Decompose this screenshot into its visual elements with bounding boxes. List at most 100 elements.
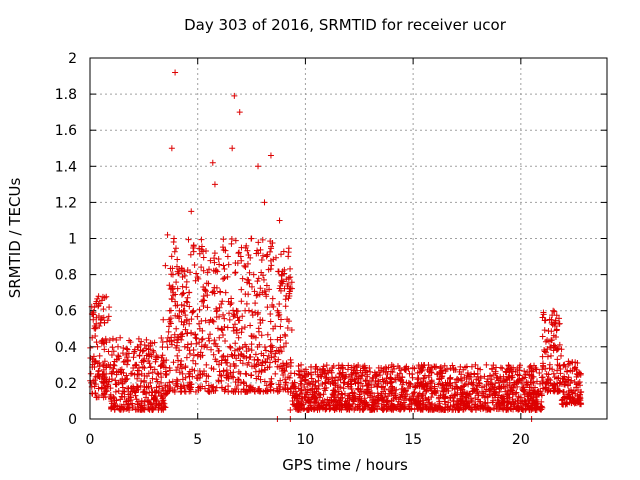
data-point <box>97 316 104 323</box>
data-point <box>558 397 565 404</box>
data-point <box>534 393 541 400</box>
data-point <box>174 256 181 263</box>
data-point <box>306 380 313 387</box>
data-point <box>219 332 226 339</box>
data-point <box>105 313 112 320</box>
data-point <box>358 388 365 395</box>
data-point <box>565 361 572 368</box>
data-point <box>147 363 154 370</box>
data-point <box>514 365 521 372</box>
data-point <box>220 368 227 375</box>
data-point <box>94 295 101 302</box>
data-point <box>283 379 290 386</box>
data-point <box>288 327 295 334</box>
data-point <box>141 384 148 391</box>
data-point <box>567 367 574 374</box>
data-point <box>349 394 356 401</box>
x-axis-label: GPS time / hours <box>282 456 408 474</box>
data-point <box>96 352 103 359</box>
data-point <box>224 371 231 378</box>
data-point <box>270 325 277 332</box>
data-point <box>264 356 271 363</box>
data-point <box>186 303 193 310</box>
data-point <box>285 318 292 325</box>
data-point <box>355 379 362 386</box>
data-point <box>375 392 382 399</box>
data-point <box>267 318 274 325</box>
data-point <box>535 388 542 395</box>
data-point <box>172 291 179 298</box>
data-point <box>282 376 289 383</box>
data-point <box>377 372 384 379</box>
data-point <box>222 247 229 254</box>
data-point <box>108 406 115 413</box>
data-point <box>521 391 528 398</box>
data-point <box>577 397 584 404</box>
data-point <box>419 367 426 374</box>
data-point <box>130 354 137 361</box>
data-point <box>255 239 262 246</box>
data-point <box>298 387 305 394</box>
x-tick-label: 15 <box>404 432 422 448</box>
data-point <box>285 253 292 260</box>
data-point <box>102 335 109 342</box>
data-point <box>232 340 239 347</box>
data-point <box>149 369 156 376</box>
data-point <box>564 393 571 400</box>
data-point <box>175 357 182 364</box>
data-point <box>239 352 246 359</box>
data-point <box>401 405 408 412</box>
data-point <box>281 367 288 374</box>
data-point <box>174 342 181 349</box>
data-point <box>222 289 229 296</box>
data-point <box>417 365 424 372</box>
data-point <box>172 245 179 252</box>
data-point <box>200 302 207 309</box>
data-point <box>183 298 190 305</box>
data-point <box>187 350 194 357</box>
data-point <box>371 369 378 376</box>
data-point <box>338 406 345 413</box>
data-point <box>194 313 201 320</box>
data-point <box>490 397 497 404</box>
data-point <box>123 397 130 404</box>
data-point <box>166 323 173 330</box>
data-point <box>472 361 479 368</box>
data-point <box>231 347 238 354</box>
data-point <box>288 279 295 286</box>
data-point <box>481 373 488 380</box>
data-point <box>477 374 484 381</box>
data-point <box>118 403 125 410</box>
data-point <box>444 379 451 386</box>
data-point <box>146 399 153 406</box>
data-point <box>486 386 493 393</box>
data-point <box>237 357 244 364</box>
data-point <box>232 269 239 276</box>
data-point <box>264 388 271 395</box>
data-point <box>546 365 553 372</box>
data-point <box>308 371 315 378</box>
data-point <box>328 394 335 401</box>
data-point <box>402 402 409 409</box>
data-point <box>153 352 160 359</box>
data-point <box>199 335 206 342</box>
data-point <box>395 405 402 412</box>
data-point <box>405 365 412 372</box>
data-point <box>368 384 375 391</box>
data-point <box>511 403 518 410</box>
data-point <box>104 383 111 390</box>
data-point <box>260 252 267 259</box>
data-point <box>249 308 256 315</box>
data-point <box>88 379 95 386</box>
data-point <box>210 351 217 358</box>
data-point <box>206 388 213 395</box>
data-point <box>267 348 274 355</box>
data-point <box>238 298 245 305</box>
data-point <box>156 383 163 390</box>
data-point <box>183 354 190 361</box>
data-point <box>124 361 131 368</box>
data-point <box>341 379 348 386</box>
data-point <box>204 292 211 299</box>
data-point <box>186 385 193 392</box>
data-point <box>358 372 365 379</box>
